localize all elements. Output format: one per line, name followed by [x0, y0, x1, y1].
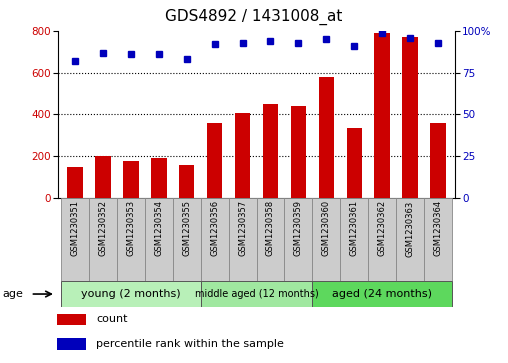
Text: GSM1230360: GSM1230360 [322, 200, 331, 257]
Bar [430, 123, 446, 198]
Bar [396, 198, 424, 281]
Bar [368, 198, 396, 281]
Bar [263, 104, 278, 198]
Bar [235, 113, 250, 198]
Bar [56, 338, 86, 350]
Bar [68, 167, 83, 198]
Bar [402, 37, 418, 198]
Bar [123, 161, 139, 198]
Text: GDS4892 / 1431008_at: GDS4892 / 1431008_at [165, 9, 343, 25]
Text: GSM1230353: GSM1230353 [126, 200, 136, 257]
Bar [207, 123, 223, 198]
Text: young (2 months): young (2 months) [81, 289, 181, 299]
Bar [340, 198, 368, 281]
Bar [312, 198, 340, 281]
Bar [346, 128, 362, 198]
Bar [151, 158, 167, 198]
Text: GSM1230352: GSM1230352 [99, 200, 108, 256]
Bar [96, 156, 111, 198]
Text: GSM1230363: GSM1230363 [405, 200, 415, 257]
Text: GSM1230364: GSM1230364 [433, 200, 442, 257]
Bar [319, 77, 334, 198]
Bar [117, 198, 145, 281]
Text: GSM1230362: GSM1230362 [377, 200, 387, 257]
Text: GSM1230354: GSM1230354 [154, 200, 164, 256]
Bar [229, 198, 257, 281]
Text: GSM1230351: GSM1230351 [71, 200, 80, 256]
Bar [89, 198, 117, 281]
Bar [291, 106, 306, 198]
Bar [374, 33, 390, 198]
Bar [312, 281, 452, 307]
Text: middle aged (12 months): middle aged (12 months) [195, 289, 319, 299]
Bar [173, 198, 201, 281]
Text: GSM1230361: GSM1230361 [350, 200, 359, 257]
Text: percentile rank within the sample: percentile rank within the sample [96, 339, 284, 349]
Text: GSM1230355: GSM1230355 [182, 200, 192, 256]
Bar [145, 198, 173, 281]
Text: GSM1230358: GSM1230358 [266, 200, 275, 257]
Text: aged (24 months): aged (24 months) [332, 289, 432, 299]
Bar [257, 198, 284, 281]
Bar [61, 281, 201, 307]
Bar [179, 166, 195, 198]
Bar [201, 281, 312, 307]
Text: GSM1230356: GSM1230356 [210, 200, 219, 257]
Bar [284, 198, 312, 281]
Bar [201, 198, 229, 281]
Text: GSM1230359: GSM1230359 [294, 200, 303, 256]
Text: GSM1230357: GSM1230357 [238, 200, 247, 257]
Text: count: count [96, 314, 128, 324]
Text: age: age [3, 289, 23, 299]
Bar [424, 198, 452, 281]
Bar [61, 198, 89, 281]
Bar [56, 314, 86, 325]
